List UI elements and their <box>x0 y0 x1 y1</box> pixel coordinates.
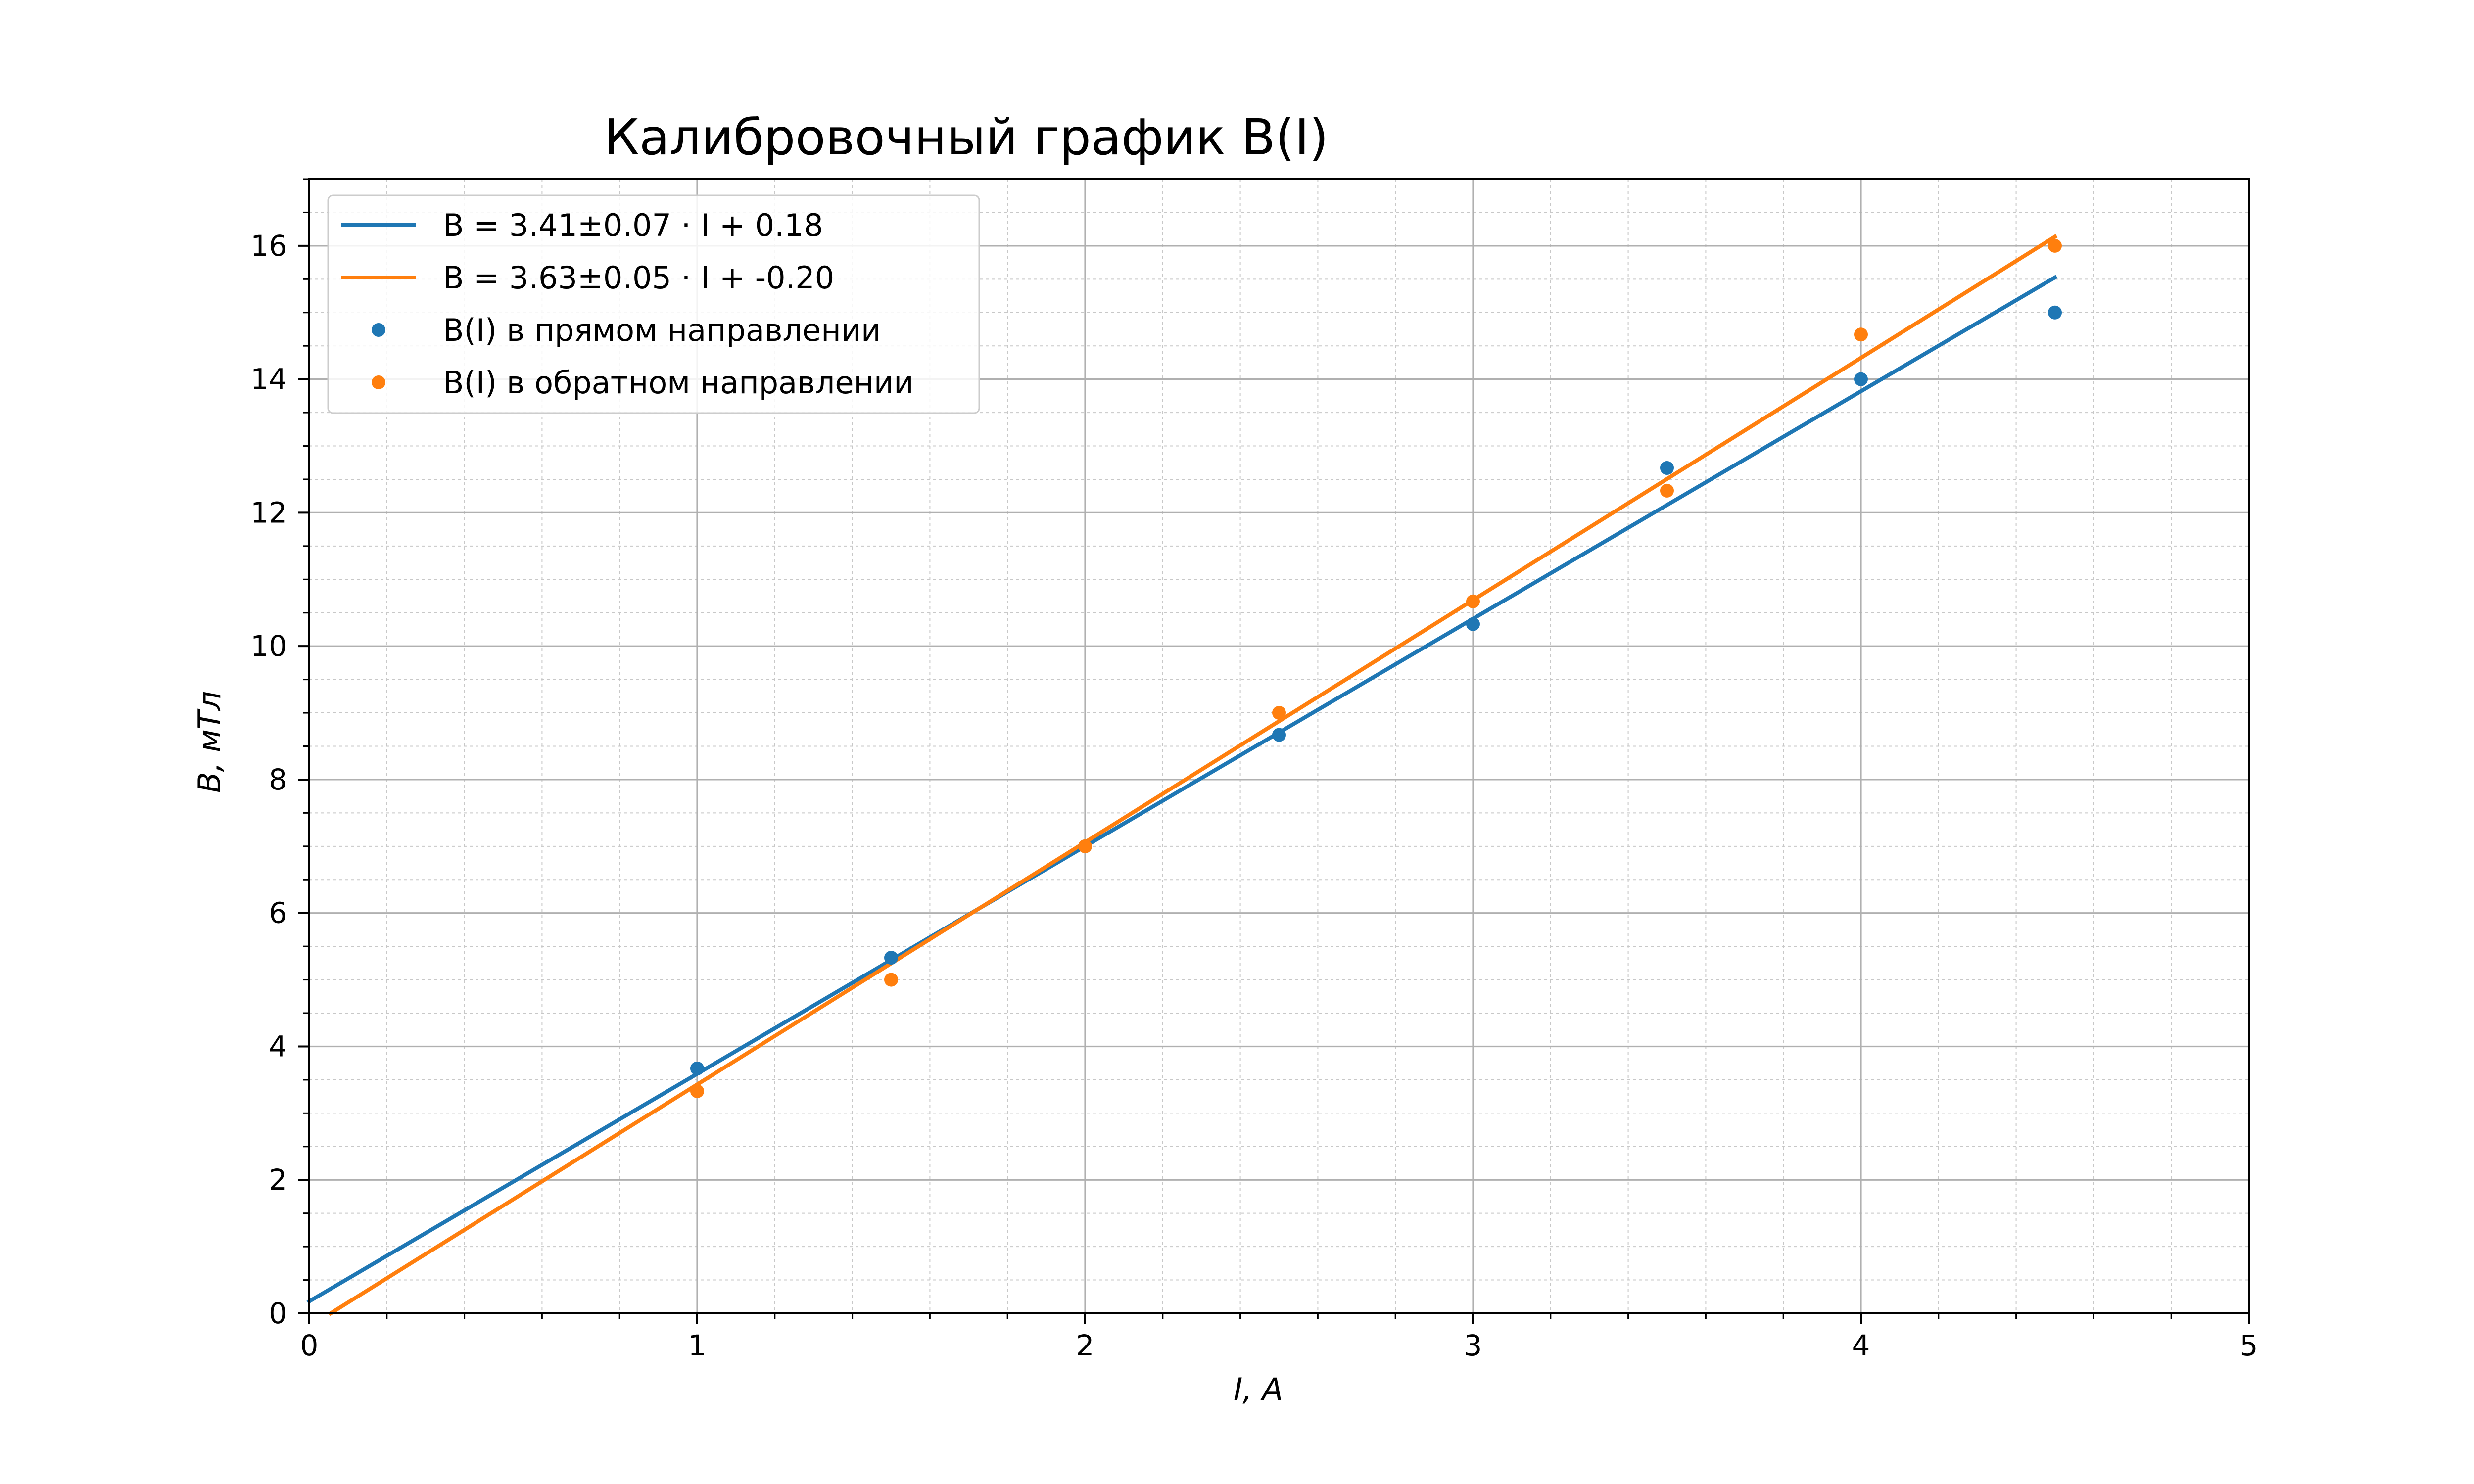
data-point <box>1272 706 1286 720</box>
legend-entry-label: B = 3.63±0.05 · I + -0.20 <box>443 260 834 296</box>
legend-entry-label: B = 3.41±0.07 · I + 0.18 <box>443 207 823 243</box>
legend: B = 3.41±0.07 · I + 0.18 B = 3.63±0.05 · … <box>327 194 980 414</box>
x-axis-label: I, A <box>1234 1371 1283 1407</box>
data-point <box>2048 305 2062 320</box>
y-tick-label: 2 <box>269 1163 287 1197</box>
legend-entry-label: B(I) в обратном направлении <box>443 365 914 401</box>
data-point <box>1854 327 1868 342</box>
data-point <box>690 1061 704 1075</box>
data-point <box>1078 839 1092 853</box>
data-point <box>1854 372 1868 386</box>
fit-lines <box>306 234 2058 1316</box>
y-tick-label: 6 <box>269 896 287 930</box>
data-point <box>1660 483 1674 498</box>
data-point <box>1466 594 1480 608</box>
legend-box <box>327 194 980 414</box>
y-tick-label: 12 <box>250 496 287 529</box>
legend-marker <box>372 323 385 337</box>
x-tick-label: 1 <box>688 1329 707 1362</box>
y-tick-label: 8 <box>269 763 287 796</box>
x-tick-label: 5 <box>2240 1329 2258 1362</box>
x-tick-label: 3 <box>1464 1329 1482 1362</box>
data-point <box>690 1084 704 1098</box>
y-tick-label: 0 <box>269 1297 287 1330</box>
data-point <box>1466 617 1480 631</box>
x-tick-label: 4 <box>1852 1329 1870 1362</box>
axis-ticks <box>298 178 2250 1324</box>
x-tick-label: 2 <box>1076 1329 1094 1362</box>
y-axis-label: B, мТл <box>191 691 228 793</box>
data-point <box>1660 461 1674 475</box>
data-point <box>884 951 898 965</box>
y-tick-label: 4 <box>269 1029 287 1063</box>
data-point <box>2048 238 2062 253</box>
legend-entry-label: B(I) в прямом направлении <box>443 312 881 348</box>
y-tick-label: 10 <box>250 629 287 663</box>
y-tick-label: 14 <box>250 363 287 396</box>
data-point <box>1272 728 1286 742</box>
fit-line <box>328 234 2058 1316</box>
data-points <box>690 238 2062 1098</box>
legend-marker <box>372 375 385 389</box>
fit-line <box>306 275 2058 1304</box>
x-tick-label: 0 <box>300 1329 319 1362</box>
y-tick-label: 16 <box>250 229 287 263</box>
chart-title: Калибровочный график B(I) <box>604 108 1329 166</box>
data-point <box>884 973 898 987</box>
